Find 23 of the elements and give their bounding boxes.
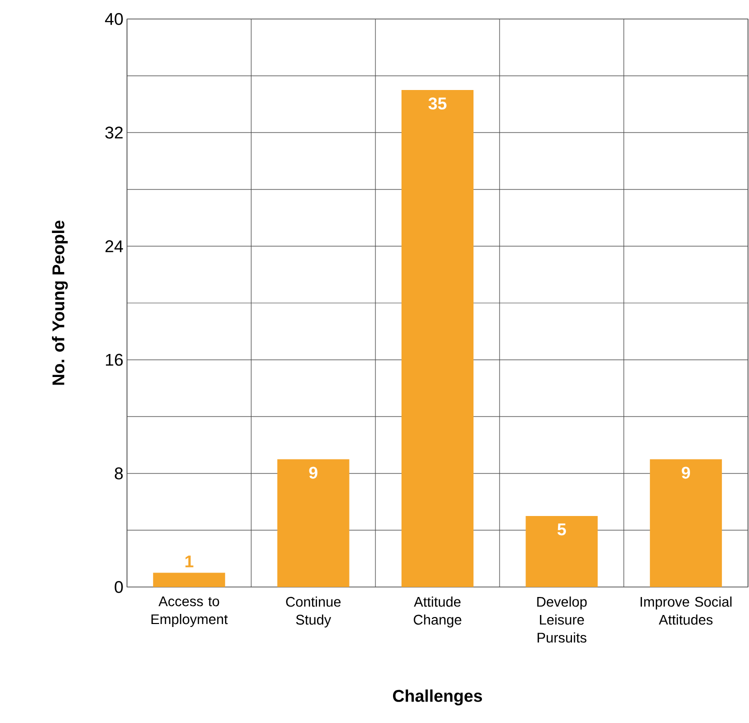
data-label: 9 — [309, 466, 318, 479]
data-label: 1 — [185, 556, 194, 568]
x-tick-label: Attitude Change — [414, 596, 462, 628]
y-tick-label: 16 — [106, 354, 123, 366]
x-axis-title: Challenges — [393, 689, 482, 706]
y-axis-title: No. of Young People — [52, 220, 68, 385]
x-tick-label: Continue Study — [286, 596, 341, 628]
y-tick-label: 8 — [114, 467, 123, 480]
data-label: 35 — [428, 98, 446, 110]
y-tick-label: 32 — [105, 126, 123, 139]
y-tick-label: 0 — [114, 581, 123, 593]
bar — [153, 572, 226, 587]
bar — [277, 459, 350, 587]
bar — [526, 516, 598, 587]
x-tick-label: Improve Social Attitudes — [640, 596, 732, 625]
data-label: 5 — [558, 524, 566, 536]
x-tick-label: Access to Employment — [151, 596, 228, 627]
y-tick-label: 24 — [106, 240, 123, 252]
bar — [650, 459, 722, 587]
y-tick-label: 40 — [105, 12, 123, 25]
bar — [402, 90, 474, 587]
x-tick-label: Develop Leisure Pursuits — [537, 596, 587, 643]
data-label: 9 — [682, 466, 690, 479]
